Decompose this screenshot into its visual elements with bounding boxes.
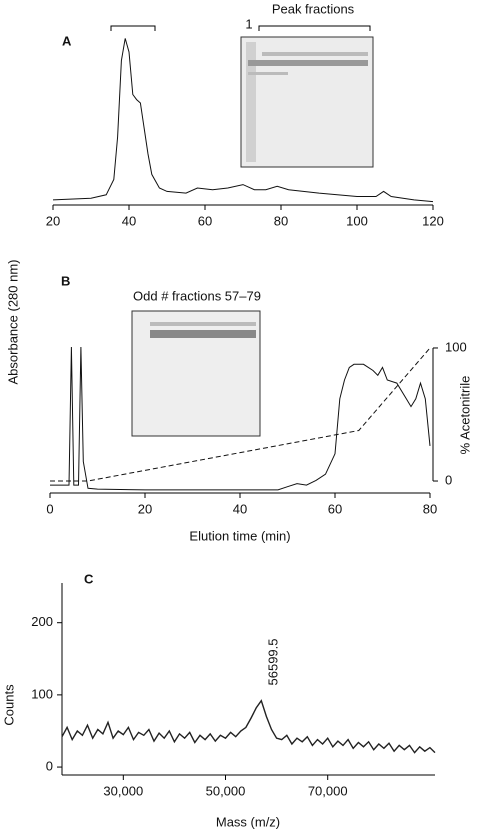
x-tick-label: 30,000	[103, 783, 143, 798]
x-tick-label: 80	[274, 213, 288, 228]
series-line	[50, 346, 431, 491]
y2-label: % Acetonitrile	[457, 376, 472, 455]
inset-label: Peak fractions	[272, 1, 355, 16]
y-tick-label: 200	[31, 614, 53, 629]
x-tick-label: 60	[328, 501, 342, 516]
series-line	[50, 347, 431, 482]
series-line	[52, 38, 434, 203]
x-tick-label: 120	[422, 213, 444, 228]
lane-label: 1	[245, 16, 252, 31]
y-tick-label: 100	[31, 686, 53, 701]
panel: B	[61, 273, 70, 288]
y-label: Counts	[1, 684, 16, 726]
inset-label: Odd # fractions 57–79	[133, 288, 261, 303]
panel: C	[84, 571, 94, 586]
bracket	[110, 25, 371, 31]
x-tick-label: 70,000	[308, 783, 348, 798]
peak-label: 56599.5	[265, 639, 280, 686]
x-tick-label: 60	[198, 213, 212, 228]
y2-tick-label: 0	[445, 472, 452, 487]
gel-inset-a	[240, 36, 374, 168]
x-tick-label: 20	[138, 501, 152, 516]
y2-tick-label: 100	[445, 339, 467, 354]
y-label: Absorbance (280 nm)	[5, 259, 20, 384]
x-tick-label: 0	[46, 501, 53, 516]
x-label: Elution time (min)	[189, 528, 290, 543]
x-tick-label: 40	[233, 501, 247, 516]
x-tick-label: 80	[423, 501, 437, 516]
y-tick-label: 0	[46, 758, 53, 773]
panel: A	[62, 33, 72, 48]
series-line	[61, 699, 436, 754]
x-tick-label: 20	[46, 213, 60, 228]
x-label: Mass (m/z)	[216, 814, 280, 829]
x-tick-label: 40	[122, 213, 136, 228]
x-tick-label: 50,000	[206, 783, 246, 798]
gel-inset-b	[131, 310, 261, 437]
x-tick-label: 100	[346, 213, 368, 228]
